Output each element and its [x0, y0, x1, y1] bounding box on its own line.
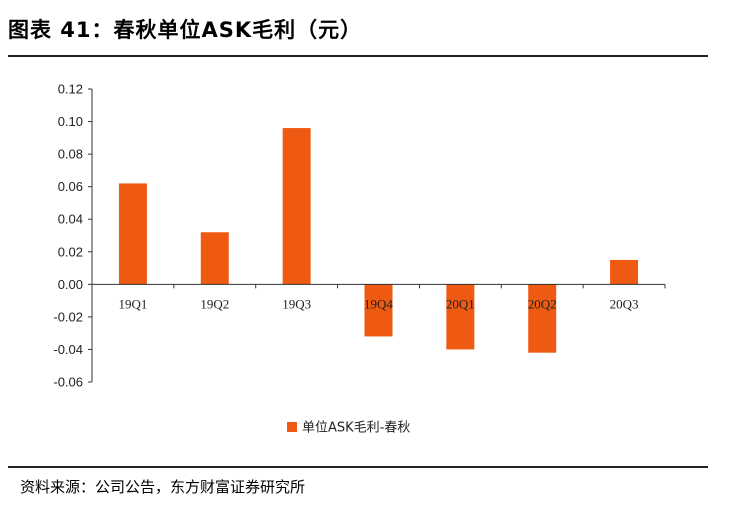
- x-tick-label: 20Q2: [528, 296, 557, 311]
- y-tick-label: 0.02: [58, 244, 83, 259]
- x-tick-label: 19Q3: [282, 296, 311, 311]
- bar-19Q2: [200, 232, 229, 285]
- bar-20Q2: [528, 284, 557, 353]
- source-rule: [8, 466, 708, 468]
- x-tick-label: 19Q1: [118, 296, 147, 311]
- y-tick-label: 0.04: [58, 212, 83, 227]
- bar-19Q1: [118, 183, 147, 285]
- bar-20Q1: [446, 284, 475, 350]
- x-tick-label: 20Q3: [610, 296, 639, 311]
- bar-19Q4: [364, 284, 393, 337]
- y-tick-label: 0.12: [58, 82, 83, 97]
- y-tick-label: 0.00: [58, 277, 83, 292]
- source-note: 资料来源：公司公告，东方财富证券研究所: [20, 478, 306, 496]
- bar-20Q3: [610, 259, 639, 285]
- y-tick-label: -0.02: [53, 309, 83, 324]
- legend-label: 单位ASK毛利-春秋: [302, 421, 410, 436]
- title-rule: [8, 55, 708, 57]
- y-tick-label: 0.10: [58, 114, 83, 129]
- x-tick-label: 19Q2: [200, 296, 229, 311]
- y-tick-label: 0.06: [58, 179, 83, 194]
- x-tick-label: 20Q1: [446, 296, 475, 311]
- bar-19Q3: [282, 128, 311, 285]
- y-tick-label: 0.08: [58, 147, 83, 162]
- legend-swatch: [287, 422, 297, 432]
- y-tick-label: -0.04: [53, 342, 83, 357]
- x-tick-label: 19Q4: [364, 296, 393, 311]
- figure-title: 图表 41：春秋单位ASK毛利（元）: [8, 18, 363, 42]
- y-tick-label: -0.06: [53, 375, 83, 390]
